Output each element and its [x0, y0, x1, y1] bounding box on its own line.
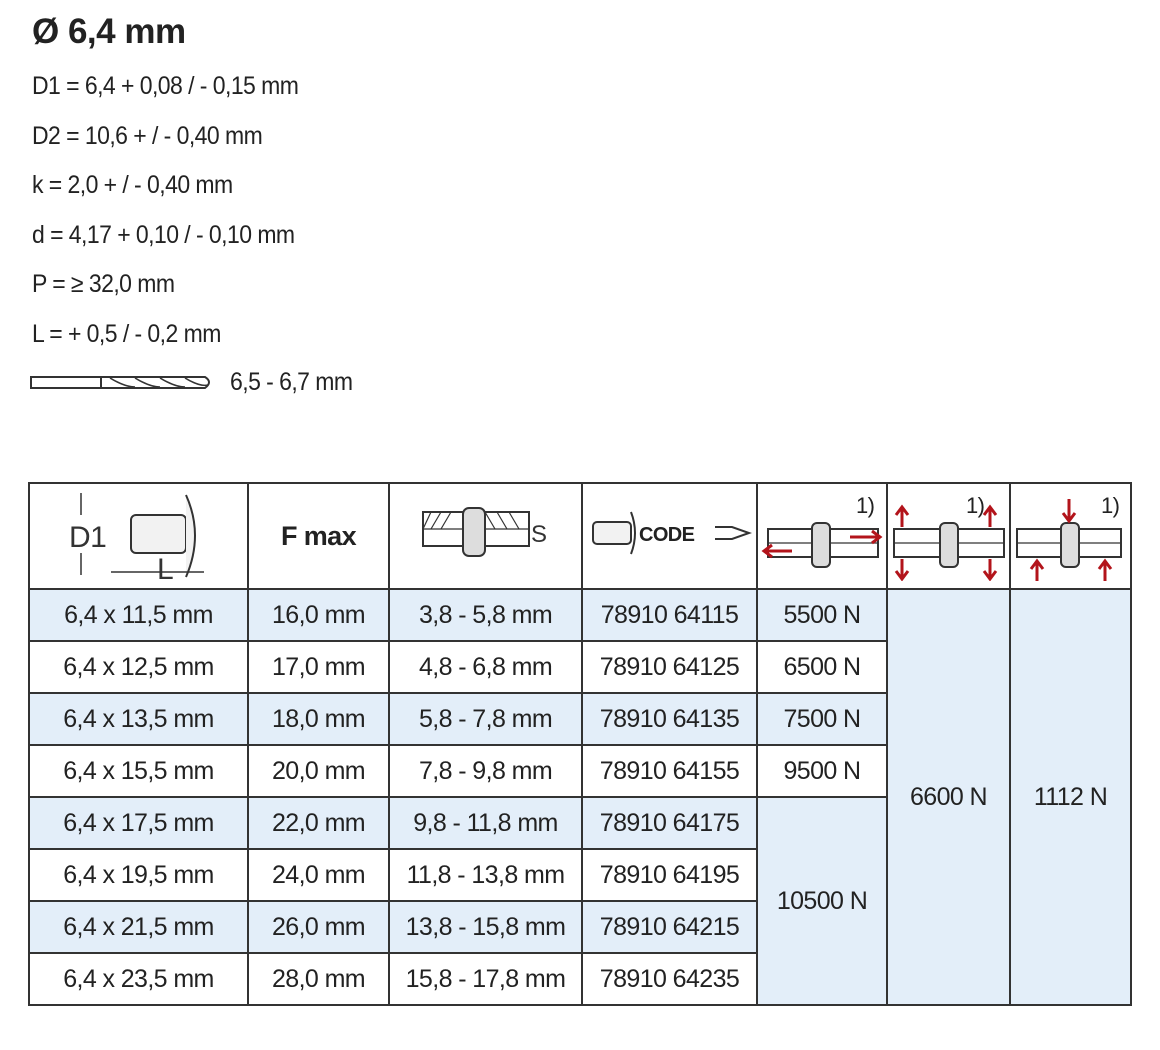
grip-range-icon: S	[421, 506, 547, 557]
cell-code: 78910 64215	[581, 900, 758, 954]
drill-size: 6,5 - 6,7 mm	[230, 368, 353, 396]
table-row: 6,4 x 21,5 mm 26,0 mm 13,8 - 15,8 mm 789…	[28, 900, 1131, 954]
svg-text:S: S	[531, 521, 546, 548]
svg-text:L: L	[157, 553, 173, 581]
table-row: 6,4 x 19,5 mm 24,0 mm 11,8 - 13,8 mm 789…	[28, 848, 1131, 902]
cell-fmax: 20,0 mm	[247, 744, 390, 798]
cell-shear: 7500 N	[756, 692, 888, 746]
cell-tensile: 6600 N	[886, 588, 1011, 1006]
cell-fmax: 24,0 mm	[247, 848, 390, 902]
cell-grip: 3,8 - 5,8 mm	[388, 588, 583, 642]
cell-code: 78910 64155	[581, 744, 758, 798]
svg-text:1): 1)	[966, 493, 984, 518]
rivet-dimension-icon: D1 L	[69, 492, 204, 586]
svg-text:1): 1)	[856, 493, 874, 518]
spec-k: k = 2,0 + / - 0,40 mm	[32, 171, 233, 199]
svg-text:1): 1)	[1101, 493, 1119, 518]
shear-load-icon: 1)	[761, 493, 882, 568]
cell-code: 78910 64115	[581, 588, 758, 642]
cell-grip: 15,8 - 17,8 mm	[388, 952, 583, 1006]
cell-shear: 6500 N	[756, 640, 888, 694]
spec-l: L = + 0,5 / - 0,2 mm	[32, 320, 221, 348]
cell-size: 6,4 x 21,5 mm	[28, 900, 249, 954]
cell-fmax: 28,0 mm	[247, 952, 390, 1006]
cell-size: 6,4 x 23,5 mm	[28, 952, 249, 1006]
header-grip: S	[388, 482, 583, 590]
cell-size: 6,4 x 12,5 mm	[28, 640, 249, 694]
header-shear: 1)	[756, 482, 888, 590]
table-row: 6,4 x 15,5 mm 20,0 mm 7,8 - 9,8 mm 78910…	[28, 744, 1131, 798]
cell-fmax: 26,0 mm	[247, 900, 390, 954]
cell-size: 6,4 x 15,5 mm	[28, 744, 249, 798]
spec-d: d = 4,17 + 0,10 / - 0,10 mm	[32, 221, 295, 249]
cell-grip: 9,8 - 11,8 mm	[388, 796, 583, 850]
cell-fmax: 22,0 mm	[247, 796, 390, 850]
cell-fmax: 17,0 mm	[247, 640, 390, 694]
header-dimension: D1 L	[28, 482, 249, 590]
spec-d1: D1 = 6,4 + 0,08 / - 0,15 mm	[32, 72, 299, 100]
header-head-pull: 1)	[1009, 482, 1132, 590]
rivet-table: D1 L F max S CODE	[28, 482, 1132, 1006]
cell-grip: 13,8 - 15,8 mm	[388, 900, 583, 954]
drill-bit-icon	[30, 376, 210, 389]
cell-code: 78910 64135	[581, 692, 758, 746]
cell-size: 6,4 x 17,5 mm	[28, 796, 249, 850]
tensile-load-icon: 1)	[892, 493, 1005, 581]
header-fmax: F max	[247, 482, 390, 590]
table-row: 6,4 x 12,5 mm 17,0 mm 4,8 - 6,8 mm 78910…	[28, 640, 1131, 694]
head-pull-load-icon: 1)	[1015, 493, 1122, 581]
cell-shear-merged: 10500 N	[756, 796, 888, 1006]
cell-code: 78910 64125	[581, 640, 758, 694]
cell-grip: 11,8 - 13,8 mm	[388, 848, 583, 902]
cell-fmax: 18,0 mm	[247, 692, 390, 746]
svg-text:CODE: CODE	[639, 524, 695, 546]
cell-code: 78910 64235	[581, 952, 758, 1006]
spec-d2: D2 = 10,6 + / - 0,40 mm	[32, 122, 263, 150]
cell-size: 6,4 x 19,5 mm	[28, 848, 249, 902]
page-title: Ø 6,4 mm	[32, 12, 186, 51]
cell-fmax: 16,0 mm	[247, 588, 390, 642]
cell-head-pull: 1112 N	[1009, 588, 1132, 1006]
cell-shear: 9500 N	[756, 744, 888, 798]
cell-size: 6,4 x 13,5 mm	[28, 692, 249, 746]
cell-size: 6,4 x 11,5 mm	[28, 588, 249, 642]
table-row: 6,4 x 11,5 mm 16,0 mm 3,8 - 5,8 mm 78910…	[28, 588, 1132, 1006]
rivet-code-icon: CODE	[592, 511, 753, 554]
cell-grip: 5,8 - 7,8 mm	[388, 692, 583, 746]
cell-code: 78910 64175	[581, 796, 758, 850]
table-row: 6,4 x 17,5 mm 22,0 mm 9,8 - 11,8 mm 7891…	[28, 796, 1131, 1006]
svg-text:D1: D1	[69, 521, 106, 554]
cell-grip: 7,8 - 9,8 mm	[388, 744, 583, 798]
table-row: 6,4 x 13,5 mm 18,0 mm 5,8 - 7,8 mm 78910…	[28, 692, 1131, 746]
cell-shear: 5500 N	[756, 588, 888, 642]
header-tensile: 1)	[886, 482, 1011, 590]
table-header: D1 L F max S CODE	[28, 482, 1132, 590]
table-row: 6,4 x 23,5 mm 28,0 mm 15,8 - 17,8 mm 789…	[28, 952, 1131, 1006]
spec-p: P = ≥ 32,0 mm	[32, 270, 175, 298]
cell-grip: 4,8 - 6,8 mm	[388, 640, 583, 694]
cell-code: 78910 64195	[581, 848, 758, 902]
header-code: CODE	[581, 482, 758, 590]
